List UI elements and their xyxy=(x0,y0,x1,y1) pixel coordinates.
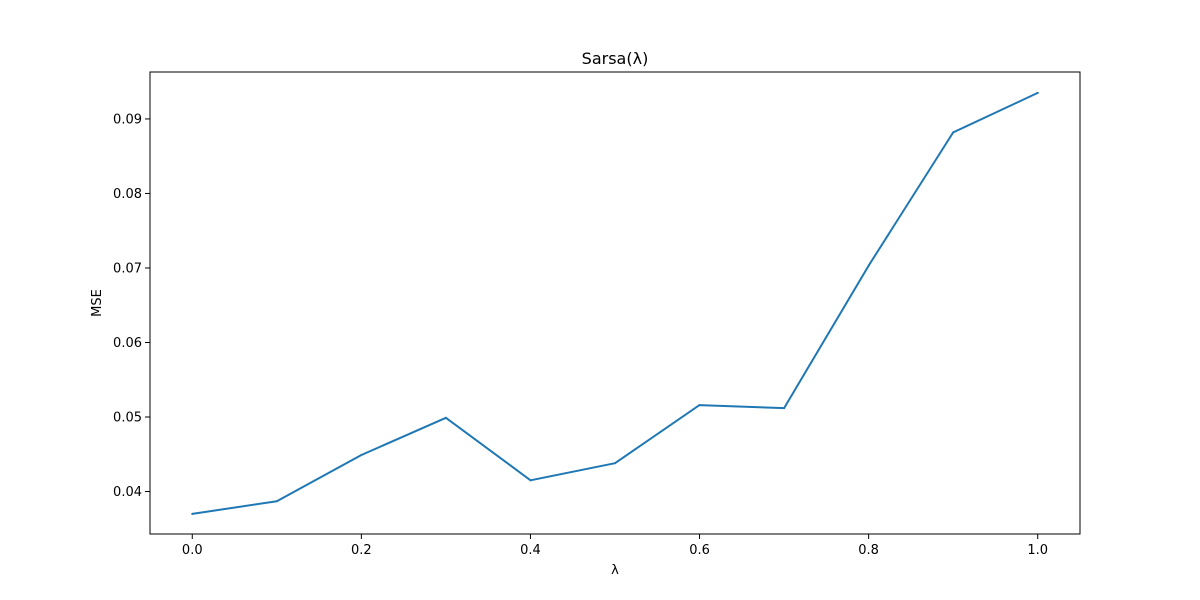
x-axis-ticks: 0.0 0.2 0.4 0.6 0.8 1.0 xyxy=(182,534,1048,558)
y-axis-label: MSE xyxy=(90,289,105,317)
y-tick-label: 0.07 xyxy=(113,261,142,276)
data-point xyxy=(867,264,870,267)
data-point xyxy=(191,512,194,515)
data-point xyxy=(1036,91,1039,94)
y-tick-label: 0.05 xyxy=(113,411,142,426)
x-tick-label: 0.8 xyxy=(858,543,879,558)
data-point xyxy=(783,407,786,410)
x-tick-label: 0.2 xyxy=(351,543,372,558)
series-points xyxy=(191,91,1039,515)
data-point xyxy=(444,416,447,419)
y-tick-label: 0.08 xyxy=(113,187,142,202)
data-point xyxy=(698,404,701,407)
y-tick-label: 0.04 xyxy=(113,485,142,500)
data-point xyxy=(360,454,363,457)
x-tick-label: 0.6 xyxy=(689,543,710,558)
x-tick-label: 0.0 xyxy=(182,543,203,558)
chart-title: Sarsa(λ) xyxy=(582,49,649,68)
plot-area xyxy=(149,71,1081,535)
data-point xyxy=(614,462,616,465)
x-axis-label: λ xyxy=(611,563,619,578)
data-point xyxy=(275,500,278,503)
series-line xyxy=(191,91,1039,515)
data-point xyxy=(952,131,955,134)
x-tick-label: 1.0 xyxy=(1027,543,1048,558)
data-point xyxy=(529,479,532,482)
y-axis-ticks: 0.04 0.05 0.06 0.07 0.08 0.09 xyxy=(113,112,150,500)
y-tick-label: 0.06 xyxy=(113,336,142,351)
y-tick-label: 0.09 xyxy=(113,112,142,127)
x-tick-label: 0.4 xyxy=(520,543,541,558)
